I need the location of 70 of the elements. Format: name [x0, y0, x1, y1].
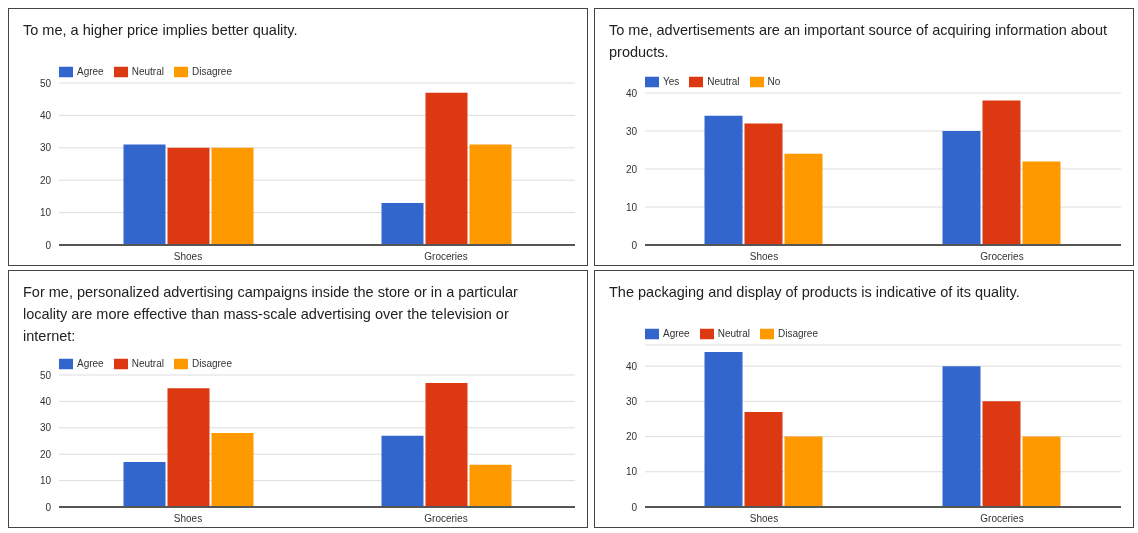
y-tick-label: 0: [631, 239, 638, 251]
x-tick-label: Shoes: [749, 251, 779, 263]
bar: [167, 388, 210, 507]
bar: [784, 436, 823, 507]
bar: [982, 401, 1021, 507]
chart-title: To me, a higher price implies better quality.: [23, 21, 299, 40]
y-tick-label: 50: [39, 369, 52, 381]
y-tick-label: 40: [39, 109, 52, 121]
y-tick-label: 40: [39, 395, 52, 407]
y-tick-label: 0: [45, 239, 52, 251]
bar: [744, 411, 783, 507]
bar: [942, 366, 981, 507]
bar: [211, 147, 254, 245]
legend-label: Agree: [77, 357, 104, 369]
y-tick-label: 50: [39, 77, 52, 89]
y-tick-label: 30: [625, 395, 638, 407]
legend-label: Neutral: [717, 327, 750, 339]
legend-label: Neutral: [131, 357, 164, 369]
y-tick-label: 30: [39, 142, 52, 154]
bar: [784, 153, 823, 245]
y-tick-label: 30: [625, 125, 638, 137]
y-tick-label: 40: [625, 87, 638, 99]
y-tick-label: 30: [39, 422, 52, 434]
chart-title: To me, advertisements are an important source of acquiring information about products.: [609, 21, 1109, 62]
chart-title: For me, personalized advertising campaigns inside the store or in a particular locality are more effective than mass-scale advertising over the television or internet:: [23, 283, 519, 346]
x-tick-label: Shoes: [749, 513, 779, 525]
bar: [1022, 436, 1061, 507]
bar: [942, 131, 981, 245]
bar: [123, 144, 166, 245]
bar: [123, 462, 166, 507]
bar: [381, 435, 424, 507]
chart-title: The packaging and display of products is indicative of its quality.: [609, 283, 1021, 302]
bar: [982, 100, 1021, 245]
bar: [425, 382, 468, 507]
y-tick-label: 10: [625, 201, 638, 213]
y-tick-label: 10: [625, 466, 638, 478]
y-tick-label: 20: [625, 431, 638, 443]
legend-label: Disagree: [777, 327, 818, 339]
y-tick-label: 10: [39, 207, 52, 219]
bar: [469, 144, 512, 245]
bar: [381, 202, 424, 245]
y-tick-label: 0: [45, 501, 52, 513]
legend-label: Agree: [77, 65, 104, 77]
legend-label: Neutral: [131, 65, 164, 77]
y-tick-label: 40: [625, 360, 638, 372]
y-tick-label: 20: [39, 174, 52, 186]
bar: [425, 92, 468, 245]
y-tick-label: 10: [39, 475, 52, 487]
bar: [469, 464, 512, 507]
x-tick-label: Groceries: [424, 251, 468, 263]
legend-label: Agree: [663, 327, 690, 339]
bar: [704, 352, 743, 507]
y-tick-label: 20: [39, 448, 52, 460]
legend-label: No: [767, 75, 781, 87]
legend-label: Disagree: [191, 65, 232, 77]
x-tick-label: Shoes: [173, 251, 203, 263]
bar: [1022, 161, 1061, 245]
x-tick-label: Shoes: [173, 513, 203, 525]
bar: [744, 123, 783, 245]
x-tick-label: Groceries: [424, 513, 468, 525]
y-tick-label: 20: [625, 163, 638, 175]
bar: [704, 115, 743, 245]
x-tick-label: Groceries: [980, 251, 1024, 263]
legend-label: Yes: [663, 75, 680, 87]
bar: [167, 147, 210, 245]
legend-label: Disagree: [191, 357, 232, 369]
y-tick-label: 0: [631, 501, 638, 513]
legend-label: Neutral: [707, 75, 740, 87]
x-tick-label: Groceries: [980, 513, 1024, 525]
bar: [211, 433, 254, 507]
